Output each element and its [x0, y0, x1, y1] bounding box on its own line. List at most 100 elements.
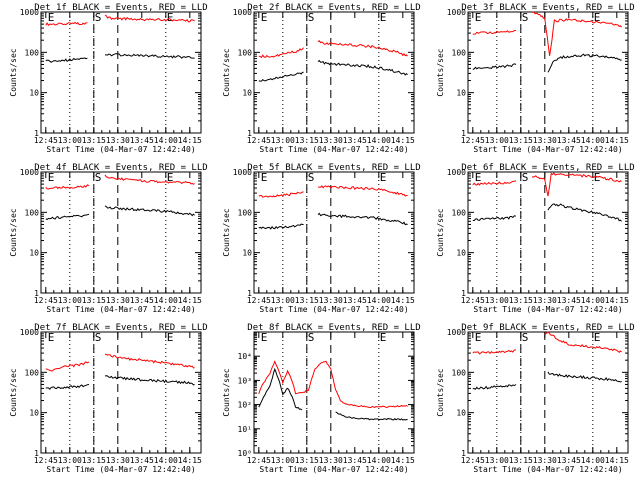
y-tick-label: 1: [247, 289, 252, 298]
x-tick-label: 13:30: [106, 136, 130, 145]
x-tick-label: 12:45: [247, 136, 271, 145]
x-tick-label: 14:15: [178, 136, 202, 145]
lld-series-line: [104, 174, 195, 185]
lld-series-line: [45, 21, 88, 26]
y-tick-label: 10: [29, 249, 39, 258]
y-tick-label: 10: [456, 249, 466, 258]
segment-marker: S: [308, 11, 315, 24]
panel-title: Det 6f BLACK = Events, RED = LLD: [461, 163, 634, 173]
y-tick-label: 1: [34, 289, 39, 298]
segment-marker: S: [522, 331, 529, 344]
y-tick-label: 1000: [20, 8, 39, 17]
x-tick-label: 13:15: [509, 456, 533, 465]
panel-title: Det 3f BLACK = Events, RED = LLD: [461, 3, 634, 13]
y-tick-label: 100: [452, 368, 467, 377]
segment-marker: E: [48, 331, 55, 344]
segment-marker: E: [261, 171, 268, 184]
x-axis-label: Start Time (04-Mar-07 12:42:40): [473, 305, 622, 314]
segment-marker: E: [380, 331, 387, 344]
y-tick-label: 10¹: [238, 425, 252, 434]
segment-marker: E: [167, 11, 174, 24]
x-tick-label: 13:45: [557, 296, 581, 305]
y-tick-label: 1: [247, 129, 252, 138]
segment-marker: E: [48, 11, 55, 24]
x-tick-label: 13:30: [533, 456, 557, 465]
x-tick-label: 13:45: [557, 136, 581, 145]
segment-marker: E: [594, 171, 601, 184]
panel-title: Det 9f BLACK = Events, RED = LLD: [461, 323, 634, 333]
x-tick-label: 14:15: [605, 456, 629, 465]
plot-frame: [467, 331, 629, 454]
x-tick-label: 14:15: [391, 136, 415, 145]
y-tick-label: 1000: [20, 328, 39, 337]
y-tick-label: 1000: [447, 168, 466, 177]
x-tick-label: 13:45: [130, 136, 154, 145]
x-tick-label: 14:00: [154, 296, 178, 305]
x-tick-label: 12:45: [247, 456, 271, 465]
plot-frame: [467, 171, 629, 294]
y-tick-label: 10: [242, 89, 252, 98]
x-tick-label: 13:00: [58, 456, 82, 465]
x-tick-label: 13:15: [509, 296, 533, 305]
y-axis-label: Counts/sec: [9, 208, 18, 256]
plot-frame: [40, 11, 202, 134]
events-series-line: [258, 367, 303, 411]
events-series-line: [317, 212, 408, 226]
y-axis-label: Counts/sec: [436, 208, 445, 256]
segment-marker: E: [594, 11, 601, 24]
x-tick-label: 14:15: [391, 296, 415, 305]
x-tick-label: 13:15: [82, 136, 106, 145]
plot-frame: [467, 11, 629, 134]
y-axis-label: Counts/sec: [436, 48, 445, 96]
x-tick-label: 13:45: [557, 456, 581, 465]
panel-title: Det 8f BLACK = Events, RED = LLD: [247, 323, 420, 333]
x-tick-label: 13:45: [130, 456, 154, 465]
x-tick-label: 14:00: [581, 296, 605, 305]
events-series-line: [45, 384, 90, 390]
x-tick-label: 13:30: [533, 296, 557, 305]
events-series-line: [258, 223, 304, 230]
events-series-line: [547, 371, 622, 383]
segment-marker: E: [475, 171, 482, 184]
y-tick-label: 100: [452, 48, 467, 57]
y-tick-label: 1: [461, 289, 466, 298]
y-axis-label: Counts/sec: [222, 208, 231, 256]
x-axis-label: Start Time (04-Mar-07 12:42:40): [259, 145, 408, 154]
x-tick-label: 13:15: [295, 456, 319, 465]
events-series-line: [45, 213, 90, 221]
x-tick-label: 12:45: [461, 456, 485, 465]
plot-frame: [40, 171, 202, 294]
plot-frame: [253, 171, 415, 294]
x-axis-label: Start Time (04-Mar-07 12:42:40): [46, 145, 195, 154]
y-tick-label: 1: [461, 449, 466, 458]
events-series-line: [104, 375, 195, 386]
y-axis-label: Counts/sec: [9, 368, 18, 416]
panel-title: Det 5f BLACK = Events, RED = LLD: [247, 163, 420, 173]
segment-marker: S: [522, 11, 529, 24]
plot-frame: [253, 11, 415, 134]
x-tick-label: 13:15: [82, 296, 106, 305]
y-tick-label: 10: [456, 89, 466, 98]
x-tick-label: 13:30: [106, 456, 130, 465]
segment-marker: S: [95, 331, 102, 344]
y-tick-label: 1: [461, 129, 466, 138]
segment-marker: E: [167, 171, 174, 184]
events-series-line: [335, 411, 408, 421]
events-series-line: [472, 384, 517, 390]
x-axis-label: Start Time (04-Mar-07 12:42:40): [259, 465, 408, 474]
plot-frame: [40, 331, 202, 454]
segment-marker: E: [48, 171, 55, 184]
y-tick-label: 1000: [233, 168, 252, 177]
y-tick-label: 1: [34, 449, 39, 458]
segment-marker: S: [308, 171, 315, 184]
y-axis-label: Counts/sec: [436, 368, 445, 416]
x-axis-label: Start Time (04-Mar-07 12:42:40): [473, 145, 622, 154]
x-tick-label: 13:45: [343, 456, 367, 465]
x-axis-label: Start Time (04-Mar-07 12:42:40): [46, 305, 195, 314]
x-tick-label: 13:30: [319, 136, 343, 145]
y-tick-label: 100: [238, 208, 253, 217]
